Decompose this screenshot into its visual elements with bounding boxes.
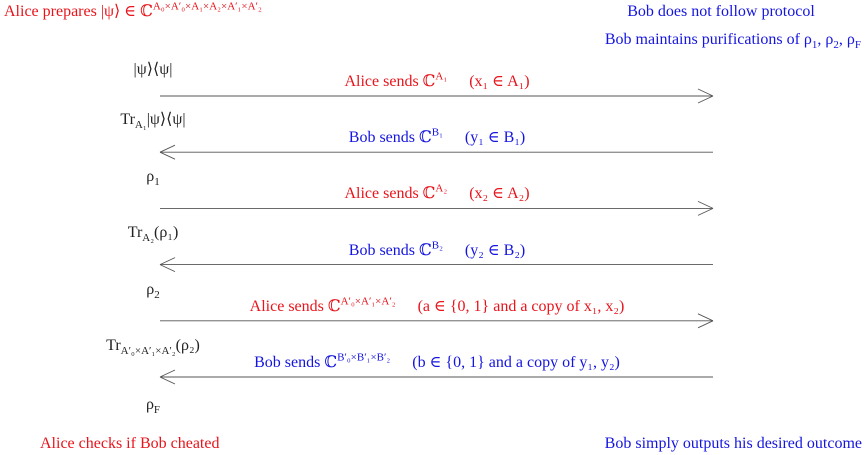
message-note: (y₂ ∈ B₂) [465, 242, 525, 259]
text: (a ∈ {0, 1} and a copy of x₁, x₂) [417, 297, 625, 315]
text: (ρ₂) [175, 337, 200, 354]
message-label: Bob sends ℂB₂ (y₂ ∈ B₂) [348, 239, 525, 261]
text: (x₂ ∈ A₂) [469, 185, 530, 203]
supscript: A′₀×A′₁×A′₂ [340, 295, 396, 308]
text: Bob simply outputs his desired outcome [604, 435, 862, 452]
alice-prepares: Alice prepares |ψ⟩ ∈ ℂA₀×A′₀×A₁×A₂×A′₁×A… [4, 0, 262, 22]
text: (ρ₁) [154, 224, 179, 241]
arrow-head [697, 88, 714, 97]
bob-outputs: Bob simply outputs his desired outcome [605, 434, 862, 454]
arrow-head [159, 257, 176, 266]
subscript: A₁ [134, 119, 147, 132]
message-note: (x₁ ∈ A₁) [469, 73, 529, 90]
text: Alice sends ℂ [344, 185, 436, 203]
text: Alice checks if Bob cheated [40, 435, 220, 452]
arrow-head [159, 369, 176, 378]
text: , ρ [817, 31, 834, 48]
text: Bob does not follow protocol [627, 3, 815, 20]
subscript: F [854, 39, 861, 52]
subscript: 2 [154, 289, 160, 302]
text: Tr [120, 111, 135, 128]
subscript: A′₀×A′₁×A′₂ [120, 345, 176, 358]
text: Tr [106, 337, 121, 354]
message-label: Alice sends ℂA₁ (x₁ ∈ A₁) [344, 70, 529, 92]
arrow-head [159, 376, 176, 385]
text: |ψ⟩⟨ψ| [146, 111, 186, 128]
supscript: A₁ [435, 70, 448, 83]
text: ρ [146, 168, 155, 185]
subscript: 1 [811, 39, 818, 52]
arrow-head [697, 207, 714, 216]
text: Tr [127, 224, 143, 241]
supscript: A₂ [435, 183, 448, 196]
state-label: TrA₁|ψ⟩⟨ψ| [120, 110, 186, 132]
bob-purifications: Bob maintains purifications of ρ1, ρ2, ρ… [604, 30, 861, 52]
state-label: |ψ⟩⟨ψ| [134, 60, 173, 80]
arrow-head [697, 320, 714, 329]
arrow-head [159, 144, 176, 153]
text: ρ [146, 281, 155, 298]
supscript: A₀×A′₀×A₁×A₂×A′₁×A′₂ [152, 0, 262, 13]
message-note: (y₁ ∈ B₁) [465, 129, 525, 146]
arrow-head [159, 264, 176, 273]
message-label: Bob sends ℂB′₀×B′₁×B′₂ (b ∈ {0, 1} and a … [254, 351, 620, 373]
text: Alice prepares |ψ⟩ ∈ ℂ [4, 3, 153, 20]
message-note: (x₂ ∈ A₂) [469, 185, 529, 202]
text: , ρ [838, 31, 855, 48]
supscript: B′₀×B′₁×B′₂ [337, 351, 391, 364]
message-label: Alice sends ℂA′₀×A′₁×A′₂ (a ∈ {0, 1} and … [249, 295, 625, 317]
state-label: ρF [145, 395, 161, 417]
text: (b ∈ {0, 1} and a copy of y₁, y₂) [412, 354, 620, 371]
subscript: A₂ [142, 232, 155, 245]
subscript: 1 [154, 176, 160, 189]
text: (x₁ ∈ A₁) [469, 73, 530, 90]
message-note: (a ∈ {0, 1} and a copy of x₁, x₂) [418, 298, 625, 315]
message-label: Alice sends ℂA₂ (x₂ ∈ A₂) [344, 184, 529, 204]
text: (y₁ ∈ B₁) [464, 129, 526, 147]
supscript: B₂ [431, 239, 443, 252]
arrow-head [697, 95, 714, 104]
message-note: (b ∈ {0, 1} and a copy of y₁, y₂) [412, 354, 620, 371]
text: Bob sends ℂ [348, 129, 432, 147]
state-label: ρ2 [146, 280, 160, 302]
text: (y₂ ∈ B₂) [464, 241, 526, 259]
bob-deviates: Bob does not follow protocol [627, 2, 815, 22]
message-label: Bob sends ℂB₁ (y₁ ∈ B₁) [348, 126, 525, 148]
text: Alice sends ℂ [249, 297, 341, 315]
arrow-head [697, 313, 714, 322]
text: |ψ⟩⟨ψ| [133, 61, 173, 78]
subscript: F [153, 404, 161, 417]
text: Alice sends ℂ [344, 73, 436, 90]
state-label: TrA₂(ρ₁) [127, 223, 179, 245]
text: Bob maintains purifications of ρ [604, 31, 812, 48]
subscript: 2 [833, 39, 839, 52]
state-label: ρ1 [146, 167, 160, 189]
text: ρ [145, 396, 154, 413]
supscript: B₁ [431, 126, 443, 139]
text: Bob sends ℂ [254, 354, 338, 371]
arrow-head [697, 200, 714, 209]
text: Bob sends ℂ [348, 241, 432, 259]
alice-checks: Alice checks if Bob cheated [40, 434, 219, 454]
arrow-head [159, 151, 176, 160]
state-label: TrA′₀×A′₁×A′₂(ρ₂) [106, 336, 200, 358]
